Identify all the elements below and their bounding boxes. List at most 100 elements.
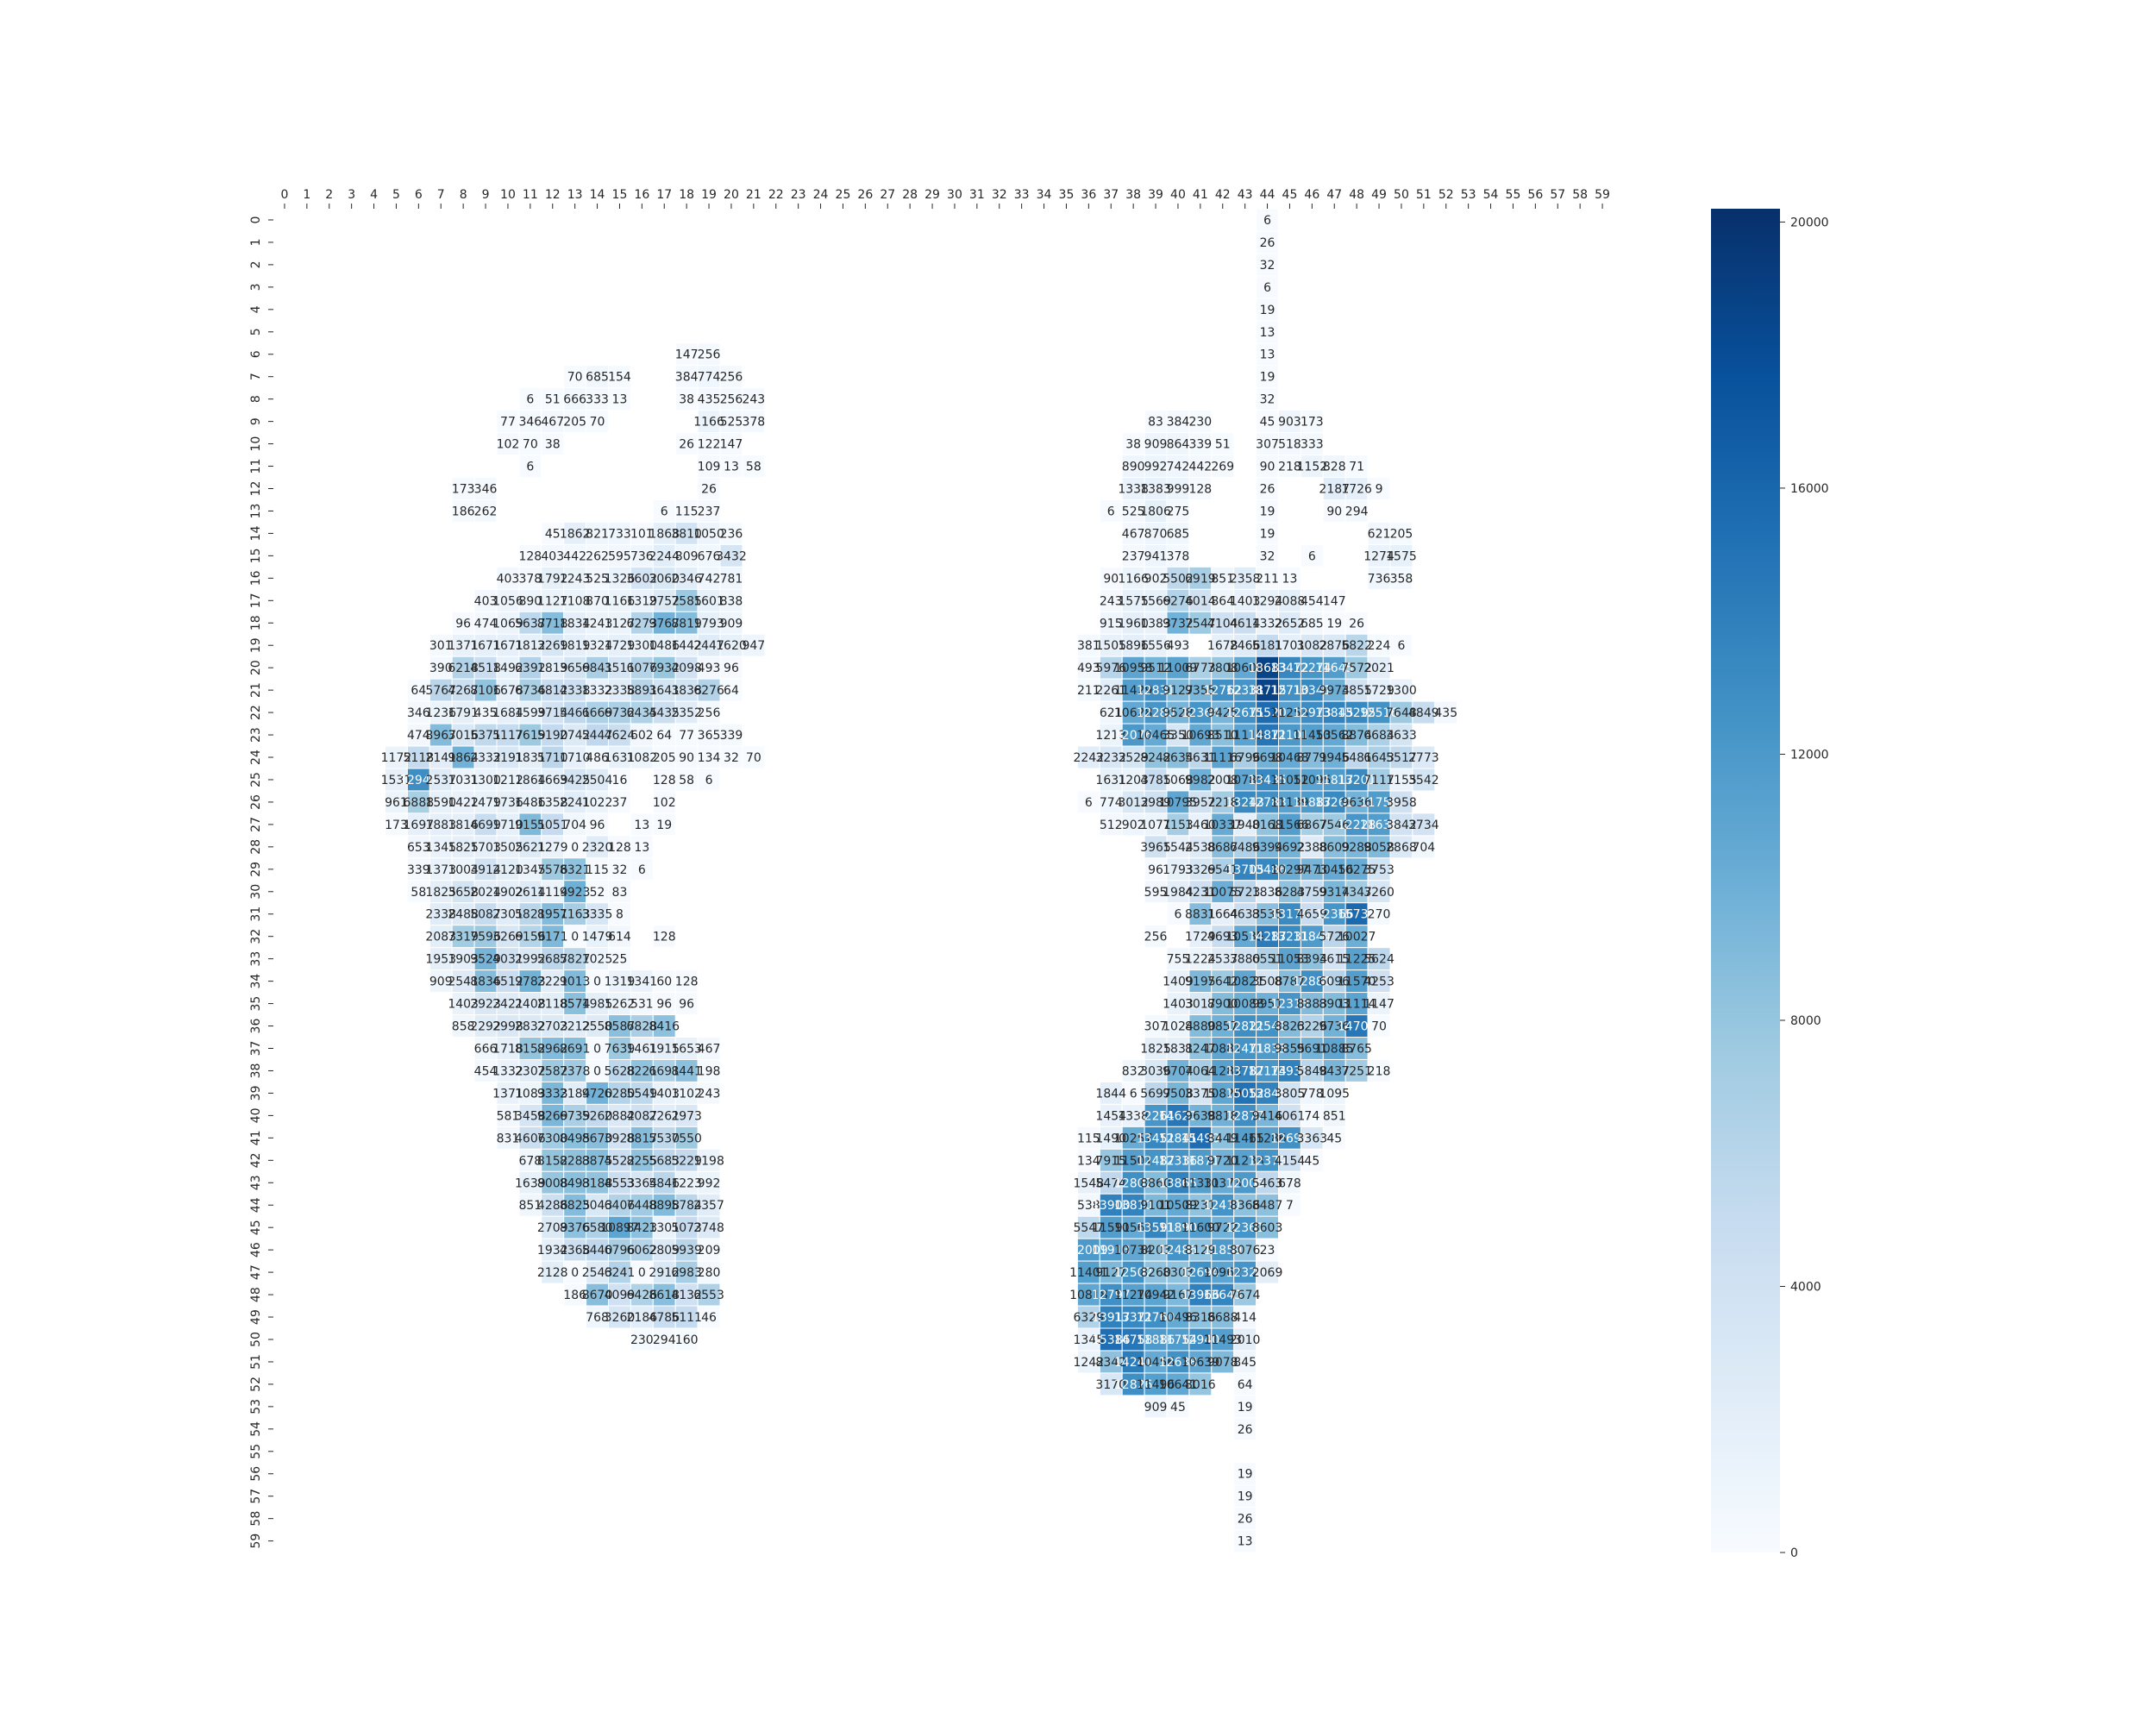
heatmap-cell-value: 122 [698,438,721,452]
heatmap-cell-value: 45 [1170,1401,1186,1414]
heatmap-cell [1121,477,1145,500]
heatmap-cell [1144,700,1168,724]
heatmap-cell [1367,477,1391,500]
heatmap-cell-value: 205 [563,416,586,430]
heatmap-cell-value: 992 [1144,461,1168,474]
heatmap-cell [1188,611,1213,635]
x-tick-label: 54 [1483,188,1499,202]
heatmap-cell [1211,678,1235,702]
x-tick-label: 33 [1014,188,1030,202]
heatmap-cell [1278,633,1301,657]
heatmap-cell [1300,768,1324,792]
heatmap-cell-value: 147 [1323,594,1346,608]
heatmap-cell [496,790,520,814]
heatmap-cell-value: 280 [698,1266,721,1280]
heatmap-cell [1166,432,1190,456]
x-tick-label: 47 [1326,188,1342,202]
y-tick-label: 55 [249,1444,263,1459]
colorbar-tick-label: 4000 [1790,1280,1821,1294]
heatmap-cell-value: 6241 [605,1266,636,1280]
heatmap-cell-value: 6 [1107,505,1115,518]
y-tick-label: 28 [249,839,263,855]
heatmap-cell [586,410,609,434]
y-tick-label: 0 [249,216,263,224]
heatmap-cell [1367,790,1391,814]
x-tick-label: 57 [1550,188,1565,202]
heatmap-cell-value: 7674 [1230,1289,1261,1302]
heatmap-cell-value: 358 [1390,572,1413,586]
heatmap-cell [1144,588,1168,612]
heatmap-cell-value: 198 [698,1064,721,1078]
heatmap-cell-value: 378 [742,416,765,430]
heatmap-cell [719,566,743,590]
heatmap-cell-value: 46 [701,1311,717,1325]
x-tick-label: 56 [1527,188,1543,202]
heatmap-cell-value: 236 [720,527,743,541]
heatmap-cell-value: 621 [1368,527,1391,541]
heatmap-cell [541,768,565,792]
y-tick-label: 7 [249,373,263,380]
heatmap-cell-value: 442 [1188,461,1212,474]
heatmap-cell [1322,588,1346,612]
heatmap-cell [1344,745,1369,769]
heatmap-cell-value: 733 [608,527,631,541]
heatmap-cell-value: 77 [679,729,694,743]
heatmap-cell [697,432,721,456]
heatmap-cell-value: 3633 [1386,729,1417,743]
heatmap-cell [1344,678,1369,702]
heatmap-cell-value: 307 [1256,438,1279,452]
heatmap-cell-value: 467 [698,1043,721,1057]
heatmap-cell [1256,365,1279,389]
heatmap-cell-value: 243 [742,393,765,407]
heatmap-cell-value: 147 [675,348,699,362]
heatmap-cell [473,499,498,523]
heatmap-cell [1322,723,1346,747]
heatmap-cell-value: 58 [411,886,426,900]
heatmap-cell [1233,611,1257,635]
heatmap-cell-value: 19 [1260,505,1275,518]
heatmap-cell [1256,521,1279,545]
heatmap-cell-value: 602 [630,729,654,743]
x-tick-label: 11 [523,188,538,202]
heatmap-cell [473,700,498,724]
heatmap-cell [1099,723,1123,747]
heatmap-cell-value: 243 [698,1087,721,1101]
heatmap-cell [1389,768,1413,792]
heatmap-cells [385,208,1458,1553]
heatmap-cell [1211,790,1235,814]
heatmap-cell-value: 19 [1238,1468,1253,1482]
heatmap-cell [473,790,498,814]
x-tick-label: 34 [1037,188,1052,202]
heatmap-cell [652,521,676,545]
heatmap-cell-value: 384 [675,371,699,385]
heatmap-cell-value: 941 [1144,549,1168,563]
heatmap-cell-value: 3335 [582,908,613,922]
heatmap-cell [473,723,498,747]
x-tick-label: 40 [1170,188,1186,202]
heatmap-cell-value: 614 [608,931,631,944]
heatmap-cell [1344,499,1369,523]
heatmap-cell-value: 275 [1167,505,1190,518]
heatmap-cell-value: 8691 [560,1043,591,1057]
heatmap-cell [1166,588,1190,612]
heatmap-cell-value: 3753 [1363,863,1395,877]
heatmap-cell-value: 6 [661,505,668,518]
heatmap-cell-value: 435 [698,393,721,407]
x-tick-label: 12 [545,188,561,202]
y-tick-label: 30 [249,884,263,900]
heatmap-cell-value: 26 [1238,1513,1253,1527]
x-tick-label: 48 [1349,188,1364,202]
heatmap-cell-value: 5624 [1363,953,1395,967]
heatmap-cell-value: 154 [608,371,631,385]
heatmap-cell-value: 0 [638,1266,646,1280]
heatmap-cell-value: 8016 [1185,1378,1216,1392]
heatmap-cell [1367,633,1391,657]
heatmap-cell-value: 1022 [582,796,613,810]
heatmap-cell-value: 6276 [693,684,724,698]
heatmap-cell [406,790,430,814]
heatmap-cell-value: 8416 [649,1020,680,1034]
y-tick-label: 29 [249,862,263,877]
heatmap-cell [1166,745,1190,769]
heatmap-cell-value: 6 [1308,549,1316,563]
heatmap-cell-value: 64 [1238,1378,1253,1392]
